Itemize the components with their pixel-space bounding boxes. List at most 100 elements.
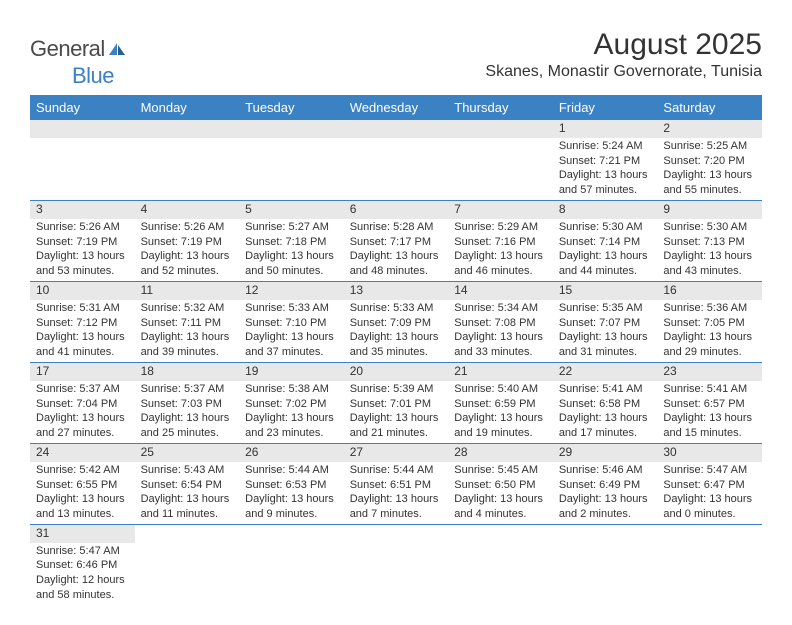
- day-details: Sunrise: 5:38 AMSunset: 7:02 PMDaylight:…: [239, 381, 344, 443]
- calendar-row: 31Sunrise: 5:47 AMSunset: 6:46 PMDayligh…: [30, 525, 762, 605]
- calendar-cell-empty: [344, 525, 449, 605]
- calendar-cell: 13Sunrise: 5:33 AMSunset: 7:09 PMDayligh…: [344, 282, 449, 363]
- day-details-empty: [135, 525, 240, 577]
- calendar-cell: 21Sunrise: 5:40 AMSunset: 6:59 PMDayligh…: [448, 363, 553, 444]
- day-details-empty: [448, 525, 553, 577]
- calendar-cell: 9Sunrise: 5:30 AMSunset: 7:13 PMDaylight…: [657, 201, 762, 282]
- day-details-empty: [344, 525, 449, 577]
- day-number: 6: [344, 201, 449, 219]
- day-number: 18: [135, 363, 240, 381]
- calendar-cell: 15Sunrise: 5:35 AMSunset: 7:07 PMDayligh…: [553, 282, 658, 363]
- day-number-empty: [448, 120, 553, 138]
- day-details: Sunrise: 5:35 AMSunset: 7:07 PMDaylight:…: [553, 300, 658, 362]
- calendar-cell: 29Sunrise: 5:46 AMSunset: 6:49 PMDayligh…: [553, 444, 658, 525]
- day-details: Sunrise: 5:41 AMSunset: 6:57 PMDaylight:…: [657, 381, 762, 443]
- weekday-header: Monday: [135, 95, 240, 120]
- day-details-empty: [135, 138, 240, 190]
- calendar-cell: 12Sunrise: 5:33 AMSunset: 7:10 PMDayligh…: [239, 282, 344, 363]
- calendar-cell-empty: [344, 120, 449, 200]
- calendar-cell-empty: [448, 525, 553, 605]
- day-number: 14: [448, 282, 553, 300]
- day-details: Sunrise: 5:47 AMSunset: 6:46 PMDaylight:…: [30, 543, 135, 605]
- day-details: Sunrise: 5:34 AMSunset: 7:08 PMDaylight:…: [448, 300, 553, 362]
- day-details: Sunrise: 5:26 AMSunset: 7:19 PMDaylight:…: [30, 219, 135, 281]
- day-details: Sunrise: 5:43 AMSunset: 6:54 PMDaylight:…: [135, 462, 240, 524]
- day-details: Sunrise: 5:28 AMSunset: 7:17 PMDaylight:…: [344, 219, 449, 281]
- day-details: Sunrise: 5:33 AMSunset: 7:09 PMDaylight:…: [344, 300, 449, 362]
- day-number: 19: [239, 363, 344, 381]
- day-number: 17: [30, 363, 135, 381]
- day-number: 21: [448, 363, 553, 381]
- day-details-empty: [344, 138, 449, 190]
- calendar-cell: 10Sunrise: 5:31 AMSunset: 7:12 PMDayligh…: [30, 282, 135, 363]
- day-details: Sunrise: 5:33 AMSunset: 7:10 PMDaylight:…: [239, 300, 344, 362]
- day-details: Sunrise: 5:46 AMSunset: 6:49 PMDaylight:…: [553, 462, 658, 524]
- logo-word-2: Blue: [72, 63, 114, 88]
- calendar-cell: 27Sunrise: 5:44 AMSunset: 6:51 PMDayligh…: [344, 444, 449, 525]
- day-details: Sunrise: 5:24 AMSunset: 7:21 PMDaylight:…: [553, 138, 658, 200]
- day-details: Sunrise: 5:36 AMSunset: 7:05 PMDaylight:…: [657, 300, 762, 362]
- day-number: 30: [657, 444, 762, 462]
- calendar-cell: 20Sunrise: 5:39 AMSunset: 7:01 PMDayligh…: [344, 363, 449, 444]
- location: Skanes, Monastir Governorate, Tunisia: [485, 63, 762, 81]
- weekday-header: Sunday: [30, 95, 135, 120]
- calendar-cell-empty: [239, 525, 344, 605]
- day-details: Sunrise: 5:25 AMSunset: 7:20 PMDaylight:…: [657, 138, 762, 200]
- calendar-cell: 23Sunrise: 5:41 AMSunset: 6:57 PMDayligh…: [657, 363, 762, 444]
- day-details: Sunrise: 5:44 AMSunset: 6:53 PMDaylight:…: [239, 462, 344, 524]
- day-details: Sunrise: 5:31 AMSunset: 7:12 PMDaylight:…: [30, 300, 135, 362]
- calendar-cell-empty: [30, 120, 135, 200]
- weekday-header: Tuesday: [239, 95, 344, 120]
- calendar-cell: 19Sunrise: 5:38 AMSunset: 7:02 PMDayligh…: [239, 363, 344, 444]
- day-details: Sunrise: 5:26 AMSunset: 7:19 PMDaylight:…: [135, 219, 240, 281]
- day-number: 16: [657, 282, 762, 300]
- day-number: 20: [344, 363, 449, 381]
- day-number: 9: [657, 201, 762, 219]
- day-number-empty: [344, 120, 449, 138]
- day-details-empty: [239, 525, 344, 577]
- calendar-cell-empty: [657, 525, 762, 605]
- day-number: 15: [553, 282, 658, 300]
- title-block: August 2025 Skanes, Monastir Governorate…: [485, 28, 762, 81]
- day-details: Sunrise: 5:44 AMSunset: 6:51 PMDaylight:…: [344, 462, 449, 524]
- calendar-cell-empty: [135, 525, 240, 605]
- day-number: 26: [239, 444, 344, 462]
- day-number: 28: [448, 444, 553, 462]
- calendar-cell: 8Sunrise: 5:30 AMSunset: 7:14 PMDaylight…: [553, 201, 658, 282]
- day-number: 4: [135, 201, 240, 219]
- day-details-empty: [239, 138, 344, 190]
- calendar-row: 10Sunrise: 5:31 AMSunset: 7:12 PMDayligh…: [30, 282, 762, 363]
- calendar-cell: 6Sunrise: 5:28 AMSunset: 7:17 PMDaylight…: [344, 201, 449, 282]
- calendar-cell: 24Sunrise: 5:42 AMSunset: 6:55 PMDayligh…: [30, 444, 135, 525]
- calendar-cell: 31Sunrise: 5:47 AMSunset: 6:46 PMDayligh…: [30, 525, 135, 605]
- weekday-header: Friday: [553, 95, 658, 120]
- day-number: 31: [30, 525, 135, 543]
- calendar-cell: 2Sunrise: 5:25 AMSunset: 7:20 PMDaylight…: [657, 120, 762, 200]
- calendar-cell: 11Sunrise: 5:32 AMSunset: 7:11 PMDayligh…: [135, 282, 240, 363]
- day-number: 29: [553, 444, 658, 462]
- calendar-table: Sunday Monday Tuesday Wednesday Thursday…: [30, 95, 762, 605]
- calendar-cell: 3Sunrise: 5:26 AMSunset: 7:19 PMDaylight…: [30, 201, 135, 282]
- calendar-cell: 14Sunrise: 5:34 AMSunset: 7:08 PMDayligh…: [448, 282, 553, 363]
- day-details: Sunrise: 5:45 AMSunset: 6:50 PMDaylight:…: [448, 462, 553, 524]
- day-details-empty: [553, 525, 658, 577]
- calendar-cell: 5Sunrise: 5:27 AMSunset: 7:18 PMDaylight…: [239, 201, 344, 282]
- calendar-cell: 4Sunrise: 5:26 AMSunset: 7:19 PMDaylight…: [135, 201, 240, 282]
- day-number: 3: [30, 201, 135, 219]
- weekday-header: Saturday: [657, 95, 762, 120]
- day-number: 1: [553, 120, 658, 138]
- calendar-cell: 1Sunrise: 5:24 AMSunset: 7:21 PMDaylight…: [553, 120, 658, 200]
- day-number-empty: [239, 120, 344, 138]
- calendar-cell-empty: [239, 120, 344, 200]
- day-details: Sunrise: 5:37 AMSunset: 7:04 PMDaylight:…: [30, 381, 135, 443]
- calendar-cell: 7Sunrise: 5:29 AMSunset: 7:16 PMDaylight…: [448, 201, 553, 282]
- calendar-cell: 25Sunrise: 5:43 AMSunset: 6:54 PMDayligh…: [135, 444, 240, 525]
- calendar-cell-empty: [135, 120, 240, 200]
- calendar-cell: 16Sunrise: 5:36 AMSunset: 7:05 PMDayligh…: [657, 282, 762, 363]
- calendar-cell: 18Sunrise: 5:37 AMSunset: 7:03 PMDayligh…: [135, 363, 240, 444]
- calendar-cell-empty: [553, 525, 658, 605]
- calendar-body: 1Sunrise: 5:24 AMSunset: 7:21 PMDaylight…: [30, 120, 762, 605]
- calendar-cell: 17Sunrise: 5:37 AMSunset: 7:04 PMDayligh…: [30, 363, 135, 444]
- calendar-cell: 26Sunrise: 5:44 AMSunset: 6:53 PMDayligh…: [239, 444, 344, 525]
- day-details-empty: [30, 138, 135, 190]
